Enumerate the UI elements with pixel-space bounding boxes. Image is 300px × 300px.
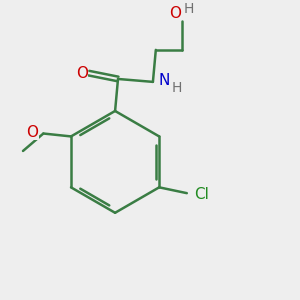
Text: H: H (172, 81, 182, 95)
Text: N: N (158, 73, 169, 88)
Text: O: O (76, 66, 88, 81)
Text: H: H (184, 2, 194, 16)
Text: Cl: Cl (194, 187, 209, 202)
Text: O: O (169, 6, 181, 21)
Text: O: O (26, 124, 38, 140)
